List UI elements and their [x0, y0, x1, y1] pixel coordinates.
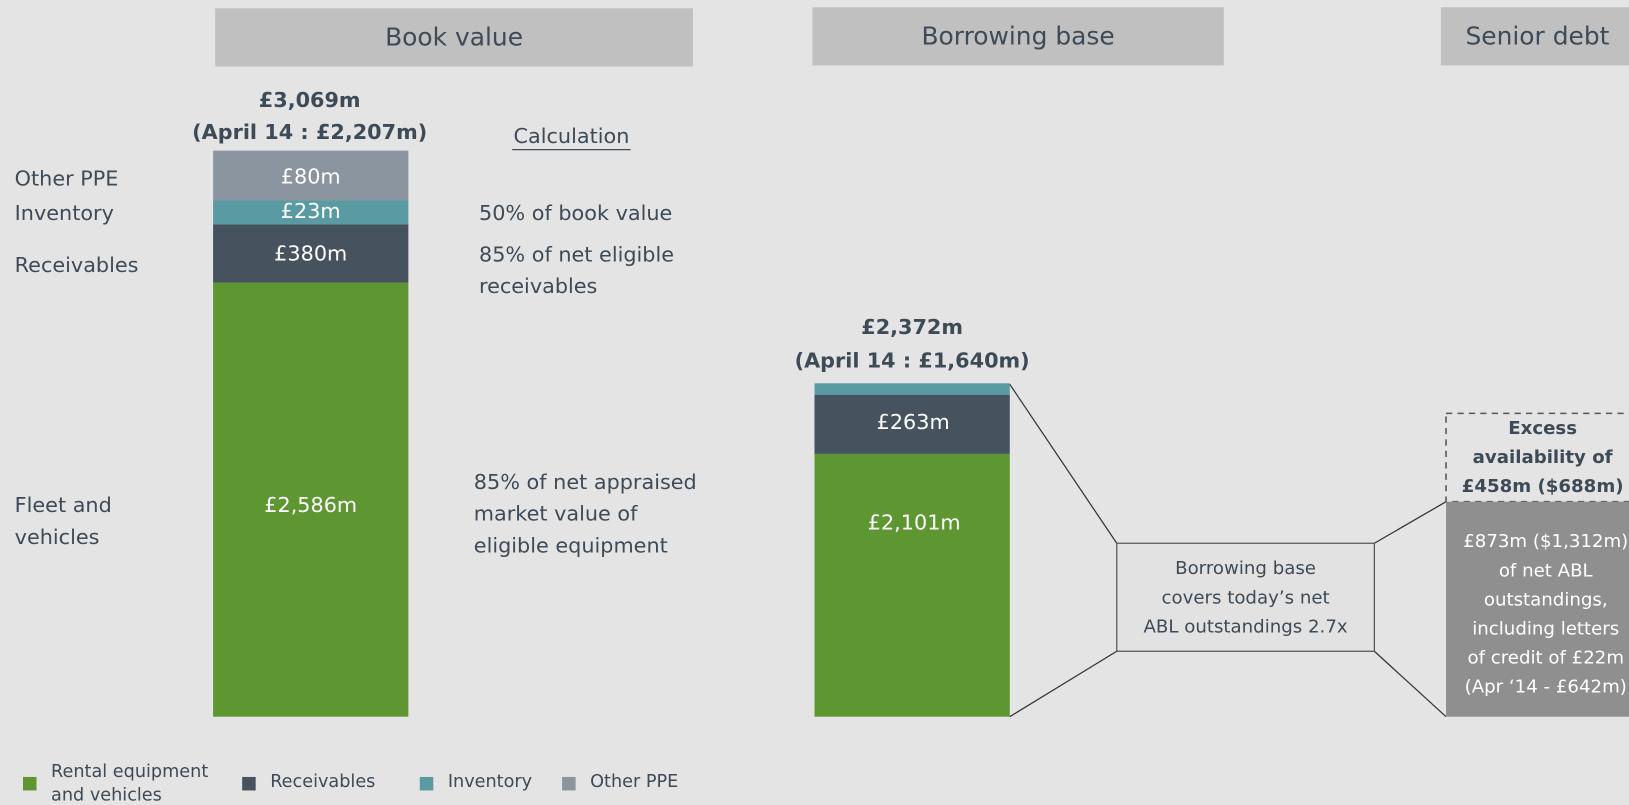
segment-label: £2,586m: [264, 493, 357, 517]
note-text: covers today’s net: [1162, 587, 1330, 608]
connector: [1009, 383, 1118, 544]
outstanding-text: of net ABL: [1499, 560, 1594, 581]
note-box: [1116, 542, 1375, 652]
connector: [1374, 501, 1447, 544]
bar-segment: [814, 453, 1010, 717]
total-label: £2,372m: [861, 315, 963, 339]
note-text: ABL outstandings 2.7x: [1143, 616, 1347, 637]
outstanding-text: including letters: [1472, 618, 1619, 639]
calculation-text: eligible equipment: [474, 533, 668, 557]
row-label: Receivables: [15, 253, 139, 277]
outstanding-text: £873m ($1,312m): [1463, 531, 1628, 552]
bar-segment: [213, 200, 409, 225]
header: Borrowing base: [921, 21, 1114, 50]
header: Book value: [385, 22, 523, 51]
legend-label: and vehicles: [51, 786, 162, 805]
legend-swatch: [419, 776, 434, 791]
outstanding-text: outstandings,: [1484, 589, 1608, 610]
calculation-text: 85% of net eligible: [479, 243, 674, 267]
excess-text: £458m ($688m): [1462, 476, 1624, 497]
legend-swatch: [562, 776, 576, 791]
header-box: [812, 7, 1224, 66]
segment-label: £80m: [281, 165, 341, 189]
legend-swatch: [23, 776, 37, 791]
connectors: [1009, 383, 1447, 718]
calculation-text: 85% of net appraised: [474, 470, 697, 494]
legend-label: Inventory: [448, 772, 532, 792]
bar-segment: [213, 224, 409, 283]
comparison-label: (April 14 : £2,207m): [192, 120, 427, 144]
outstanding-text: (Apr ‘14 - £642m): [1465, 677, 1627, 698]
header: Senior debt: [1465, 21, 1609, 50]
calculation-text: receivables: [479, 274, 597, 298]
bar-segment: [213, 282, 409, 717]
note-text: Borrowing base: [1175, 558, 1316, 579]
legend-label: Other PPE: [590, 772, 678, 792]
segment-label: £380m: [274, 241, 347, 265]
calculation-heading: Calculation: [514, 124, 630, 148]
legend-swatch: [242, 776, 256, 791]
total-label: £3,069m: [259, 88, 361, 112]
excess-text: Excess: [1508, 418, 1577, 439]
segment-label: £263m: [877, 410, 950, 434]
calculation-text: 50% of book value: [479, 201, 672, 225]
bar-segment: [814, 394, 1010, 454]
outstanding-box: [1446, 501, 1629, 717]
calculation-text: market value of: [474, 502, 638, 526]
segment-label: £23m: [281, 199, 341, 223]
connector: [1373, 650, 1447, 718]
header-box: [1440, 7, 1629, 66]
legend-label: Rental equipment: [51, 762, 208, 782]
excess-text: availability of: [1473, 447, 1614, 468]
row-label: Inventory: [15, 201, 114, 225]
segment-label: £2,101m: [868, 511, 961, 535]
connector: [1009, 650, 1118, 718]
bar-segment: [814, 383, 1010, 395]
row-label: Fleet and: [15, 493, 112, 517]
comparison-label: (April 14 : £1,640m): [795, 348, 1030, 372]
row-label: Other PPE: [15, 167, 119, 191]
header-box: [215, 8, 693, 67]
legend-label: Receivables: [270, 772, 375, 792]
row-label: vehicles: [15, 525, 100, 549]
outstanding-text: of credit of £22m: [1467, 648, 1624, 669]
bar-segment: [213, 150, 409, 201]
